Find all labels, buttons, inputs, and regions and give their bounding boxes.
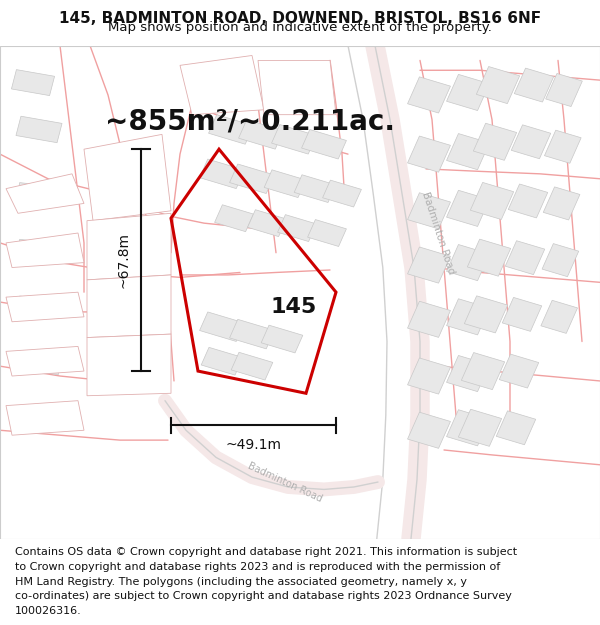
Polygon shape — [544, 130, 581, 163]
Text: 145, BADMINTON ROAD, DOWNEND, BRISTOL, BS16 6NF: 145, BADMINTON ROAD, DOWNEND, BRISTOL, B… — [59, 11, 541, 26]
Polygon shape — [446, 356, 490, 392]
Text: co-ordinates) are subject to Crown copyright and database rights 2023 Ordnance S: co-ordinates) are subject to Crown copyr… — [15, 591, 512, 601]
Polygon shape — [302, 129, 346, 159]
Polygon shape — [505, 241, 545, 274]
Polygon shape — [17, 182, 61, 204]
Polygon shape — [87, 275, 171, 338]
Polygon shape — [407, 77, 451, 113]
Polygon shape — [209, 115, 253, 144]
Text: 100026316.: 100026316. — [15, 606, 82, 616]
Text: Badminton Road: Badminton Road — [246, 461, 324, 504]
Polygon shape — [200, 312, 244, 341]
Polygon shape — [230, 319, 274, 349]
Polygon shape — [103, 292, 155, 322]
Text: 145: 145 — [271, 297, 317, 317]
Polygon shape — [446, 190, 490, 226]
Polygon shape — [470, 182, 514, 219]
Polygon shape — [201, 348, 243, 375]
Text: Badminton Road: Badminton Road — [420, 191, 456, 276]
Polygon shape — [87, 334, 171, 396]
Polygon shape — [194, 64, 244, 101]
Polygon shape — [11, 69, 55, 96]
Polygon shape — [84, 134, 171, 221]
Polygon shape — [6, 174, 84, 213]
Polygon shape — [542, 244, 579, 277]
Polygon shape — [248, 210, 286, 237]
Polygon shape — [230, 164, 274, 194]
Polygon shape — [407, 301, 451, 338]
Text: HM Land Registry. The polygons (including the associated geometry, namely x, y: HM Land Registry. The polygons (includin… — [15, 577, 467, 587]
Polygon shape — [446, 74, 490, 111]
Text: ~855m²/~0.211ac.: ~855m²/~0.211ac. — [105, 107, 395, 135]
Polygon shape — [446, 299, 490, 335]
Polygon shape — [215, 205, 253, 232]
Polygon shape — [6, 233, 84, 268]
Polygon shape — [502, 298, 542, 331]
Text: Map shows position and indicative extent of the property.: Map shows position and indicative extent… — [108, 21, 492, 34]
Text: to Crown copyright and database rights 2023 and is reproduced with the permissio: to Crown copyright and database rights 2… — [15, 562, 500, 572]
Polygon shape — [407, 192, 451, 229]
Polygon shape — [407, 412, 451, 448]
Polygon shape — [16, 116, 62, 142]
Polygon shape — [473, 123, 517, 161]
Polygon shape — [407, 358, 451, 394]
Polygon shape — [278, 214, 316, 241]
Polygon shape — [545, 74, 583, 106]
Polygon shape — [294, 175, 336, 203]
Polygon shape — [270, 66, 320, 104]
Polygon shape — [511, 125, 551, 159]
Polygon shape — [541, 300, 578, 333]
Polygon shape — [6, 292, 84, 322]
Polygon shape — [496, 411, 536, 445]
Polygon shape — [407, 247, 451, 283]
Polygon shape — [258, 61, 336, 114]
Polygon shape — [407, 136, 451, 172]
Polygon shape — [261, 325, 303, 353]
Polygon shape — [103, 231, 155, 260]
Polygon shape — [446, 410, 490, 446]
Text: ~49.1m: ~49.1m — [226, 438, 281, 452]
Polygon shape — [17, 296, 61, 318]
Polygon shape — [17, 352, 61, 374]
Polygon shape — [514, 68, 554, 102]
Polygon shape — [17, 409, 61, 431]
Text: ~67.8m: ~67.8m — [116, 232, 130, 288]
Polygon shape — [461, 352, 505, 389]
Polygon shape — [264, 170, 306, 198]
Polygon shape — [499, 354, 539, 388]
Polygon shape — [272, 124, 316, 154]
Text: Contains OS data © Crown copyright and database right 2021. This information is : Contains OS data © Crown copyright and d… — [15, 548, 517, 558]
Polygon shape — [101, 155, 151, 188]
Polygon shape — [6, 346, 84, 376]
Polygon shape — [231, 352, 273, 380]
Polygon shape — [446, 134, 490, 170]
Polygon shape — [17, 239, 61, 261]
Polygon shape — [87, 213, 171, 280]
Polygon shape — [103, 349, 155, 379]
Polygon shape — [446, 244, 490, 281]
Polygon shape — [323, 180, 361, 207]
Polygon shape — [200, 159, 244, 189]
Polygon shape — [464, 296, 508, 333]
Polygon shape — [180, 56, 264, 114]
Polygon shape — [476, 66, 520, 104]
Polygon shape — [6, 401, 84, 435]
Polygon shape — [467, 239, 511, 276]
Polygon shape — [508, 184, 548, 218]
Polygon shape — [543, 187, 580, 220]
Polygon shape — [308, 219, 346, 246]
Polygon shape — [458, 409, 502, 446]
Polygon shape — [239, 119, 283, 149]
